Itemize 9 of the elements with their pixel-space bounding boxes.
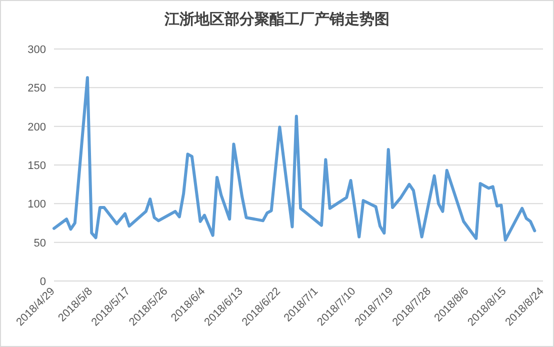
y-tick-label: 50 xyxy=(34,237,46,250)
y-tick-label: 200 xyxy=(28,121,46,134)
y-tick-label: 100 xyxy=(28,198,46,211)
y-tick-label: 300 xyxy=(28,44,46,56)
chart-title: 江浙地区部分聚酯工厂产销走势图 xyxy=(164,10,390,28)
y-tick-label: 150 xyxy=(28,160,46,172)
line-series xyxy=(52,76,536,242)
y-tick-label: 250 xyxy=(28,82,46,95)
y-tick-label: 0 xyxy=(40,276,46,288)
